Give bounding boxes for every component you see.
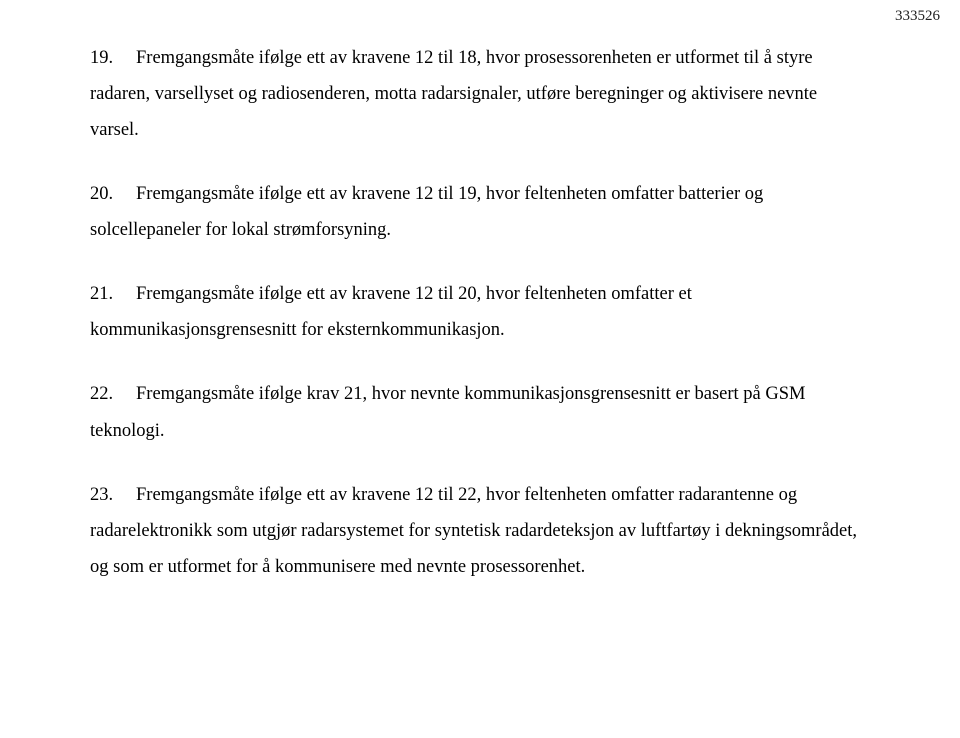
claim-text: Fremgangsmåte ifølge ett av kravene 12 t… [90, 48, 817, 140]
claim-text: Fremgangsmåte ifølge ett av kravene 12 t… [90, 184, 763, 240]
claim-number: 21. [90, 276, 136, 312]
claims-body: 19.Fremgangsmåte ifølge ett av kravene 1… [90, 40, 870, 585]
claim-21: 21.Fremgangsmåte ifølge ett av kravene 1… [90, 276, 870, 348]
claim-19: 19.Fremgangsmåte ifølge ett av kravene 1… [90, 40, 870, 148]
claim-22: 22.Fremgangsmåte ifølge krav 21, hvor ne… [90, 376, 870, 448]
claim-text: Fremgangsmåte ifølge krav 21, hvor nevnt… [90, 384, 805, 440]
claim-20: 20.Fremgangsmåte ifølge ett av kravene 1… [90, 176, 870, 248]
claim-number: 23. [90, 477, 136, 513]
document-page: 333526 19.Fremgangsmåte ifølge ett av kr… [0, 0, 960, 738]
page-number: 333526 [895, 8, 940, 25]
claim-number: 22. [90, 376, 136, 412]
claim-text: Fremgangsmåte ifølge ett av kravene 12 t… [90, 485, 857, 577]
claim-number: 19. [90, 40, 136, 76]
claim-23: 23.Fremgangsmåte ifølge ett av kravene 1… [90, 477, 870, 585]
claim-number: 20. [90, 176, 136, 212]
claim-text: Fremgangsmåte ifølge ett av kravene 12 t… [90, 284, 692, 340]
